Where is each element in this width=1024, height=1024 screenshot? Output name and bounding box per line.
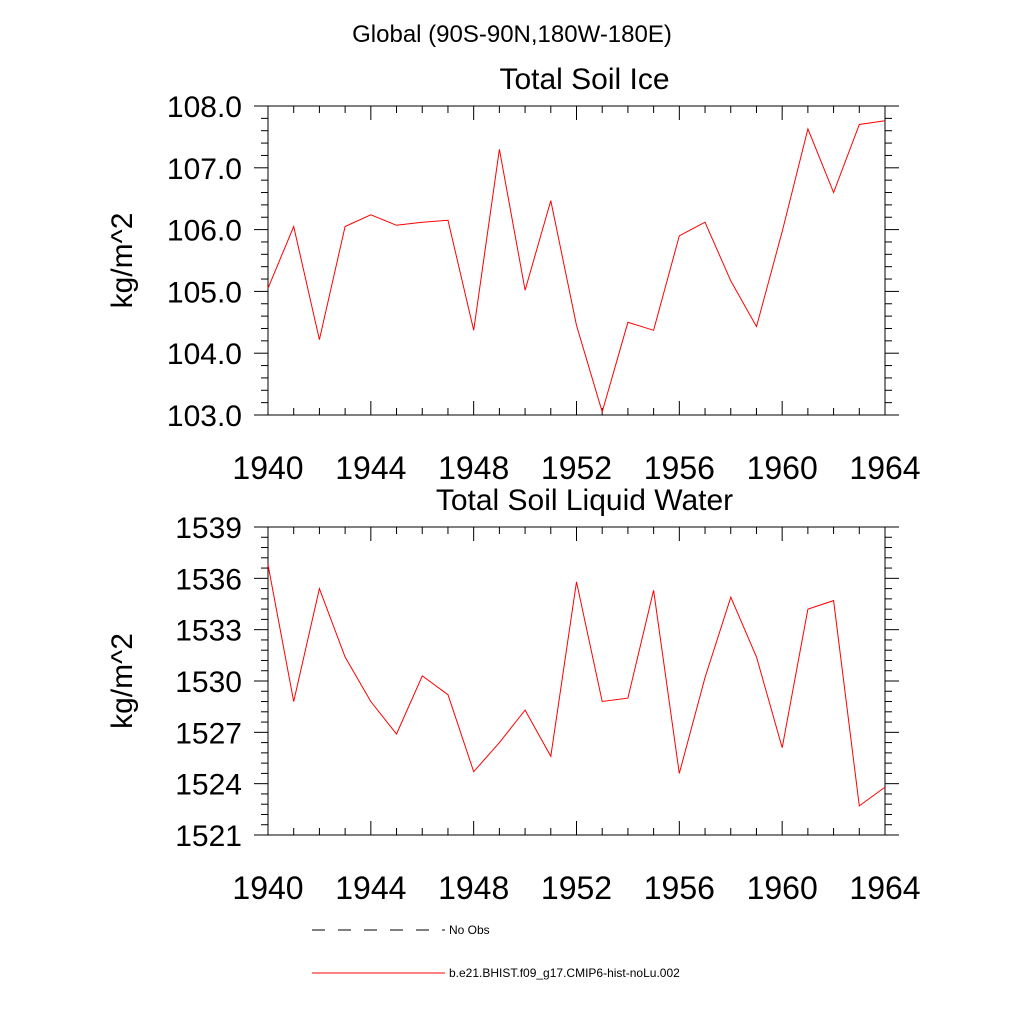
total-soil-liquid-water-x-tick-label: 1956: [644, 870, 715, 906]
total-soil-ice-x-tick-label: 1960: [747, 450, 818, 486]
total-soil-liquid-water-x-tick-label: 1948: [438, 870, 509, 906]
total-soil-ice-x-tick-label: 1944: [335, 450, 406, 486]
total-soil-ice-x-tick-label: 1952: [541, 450, 612, 486]
total-soil-ice-x-tick-label: 1964: [849, 450, 920, 486]
total-soil-ice-y-tick-label: 108.0: [167, 91, 242, 124]
total-soil-liquid-water-x-tick-label: 1960: [747, 870, 818, 906]
total-soil-liquid-water-plot-frame: [267, 526, 886, 836]
legend: No Obs b.e21.BHIST.f09_g17.CMIP6-hist-no…: [312, 923, 680, 980]
total-soil-liquid-water-y-tick-label: 1539: [175, 512, 242, 545]
total-soil-liquid-water-series-line: [267, 564, 886, 807]
panel-total-soil-ice: 1940 1944 1948 1952 1956 1960 1964 103.0 104.0 10…: [106, 63, 921, 486]
total-soil-ice-y-axis-label: kg/m^2: [106, 213, 139, 309]
legend-model-label: b.e21.BHIST.f09_g17.CMIP6-hist-noLu.002: [449, 966, 680, 980]
legend-obs-label: No Obs: [449, 923, 490, 937]
total-soil-liquid-water-y-tick-label: 1527: [175, 717, 242, 750]
total-soil-ice-title: Total Soil Ice: [499, 63, 669, 96]
total-soil-liquid-water-y-tick-label: 1521: [175, 820, 242, 853]
total-soil-liquid-water-x-tick-label: 1940: [232, 870, 303, 906]
total-soil-liquid-water-y-axis-label: kg/m^2: [106, 633, 139, 729]
total-soil-liquid-water-title: Total Soil Liquid Water: [436, 484, 733, 517]
total-soil-ice-y-tick-label: 105.0: [167, 276, 242, 309]
total-soil-liquid-water-y-tick-label: 1524: [175, 769, 242, 802]
total-soil-ice-x-tick-label: 1940: [232, 450, 303, 486]
figure-title: Global (90S-90N,180W-180E): [352, 21, 672, 48]
total-soil-liquid-water-x-tick-label: 1964: [849, 870, 920, 906]
total-soil-liquid-water-y-tick-label: 1533: [175, 615, 242, 648]
total-soil-ice-y-tick-label: 103.0: [167, 400, 242, 433]
panel-total-soil-liquid-water: 1940 1944 1948 1952 1956 1960 1964 1521 1524 1527…: [106, 484, 921, 906]
total-soil-ice-y-tick-label: 107.0: [167, 153, 242, 186]
total-soil-ice-x-tick-label: 1956: [644, 450, 715, 486]
total-soil-ice-x-tick-label: 1948: [438, 450, 509, 486]
total-soil-ice-y-tick-label: 106.0: [167, 215, 242, 248]
total-soil-liquid-water-x-tick-label: 1944: [335, 870, 406, 906]
total-soil-ice-plot-frame: [267, 105, 886, 416]
total-soil-ice-y-tick-label: 104.0: [167, 338, 242, 371]
total-soil-liquid-water-x-tick-label: 1952: [541, 870, 612, 906]
total-soil-liquid-water-y-tick-label: 1530: [175, 666, 242, 699]
total-soil-ice-series-line: [267, 120, 886, 414]
total-soil-liquid-water-y-tick-label: 1536: [175, 563, 242, 596]
